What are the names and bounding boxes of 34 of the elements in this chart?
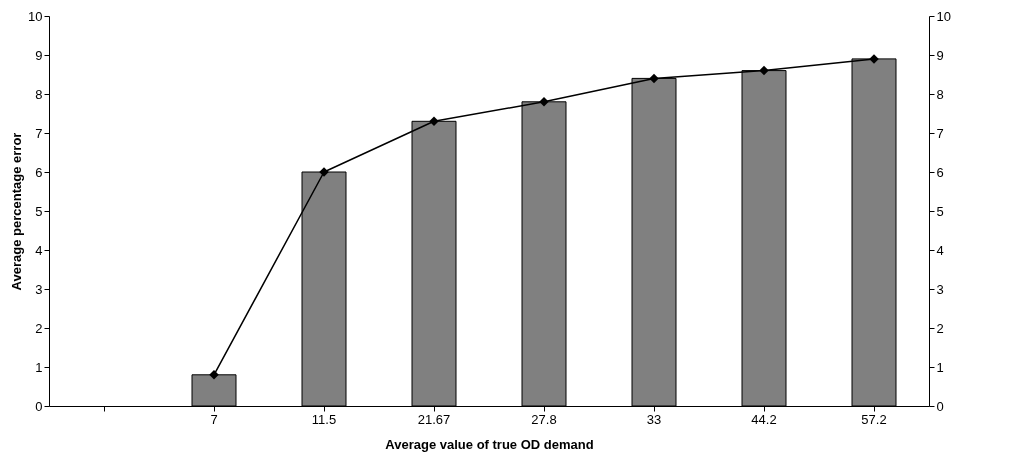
y-tick-label: 0	[35, 398, 43, 414]
y2-tick-label: 2	[936, 320, 944, 336]
y2-tick-label: 9	[936, 47, 944, 63]
y2-tick-label: 8	[936, 86, 944, 102]
x-tick-label: 44.2	[751, 411, 777, 427]
x-axis-title: Average value of true OD demand	[385, 436, 594, 452]
y2-tick-label: 0	[936, 398, 944, 414]
y-tick-label: 5	[35, 203, 43, 219]
y-tick-label: 6	[35, 164, 43, 180]
x-tick-label: 11.5	[311, 411, 337, 427]
y-tick-label: 10	[28, 8, 43, 24]
y2-tick-label: 10	[936, 8, 951, 24]
x-tick-label: 57.2	[861, 411, 887, 427]
y-tick-label: 1	[35, 359, 43, 375]
y2-tick-label: 7	[936, 125, 944, 141]
y2-tick-label: 3	[936, 281, 944, 297]
y-tick-label: 8	[35, 86, 43, 102]
y-tick-label: 7	[35, 125, 43, 141]
x-tick-label: 33	[646, 411, 662, 427]
x-tick-label: 21.67	[417, 411, 451, 427]
y-tick-label: 9	[35, 47, 43, 63]
y2-tick-label: 1	[936, 359, 944, 375]
y-tick-label: 2	[35, 320, 43, 336]
y2-tick-label: 5	[936, 203, 944, 219]
y-axis-title: Average percentage error	[9, 132, 25, 291]
x-tick-label: 7	[210, 411, 218, 427]
y2-tick-label: 6	[936, 164, 944, 180]
y-tick-label: 3	[35, 281, 43, 297]
y2-tick-label: 4	[936, 242, 944, 258]
point	[429, 116, 439, 127]
point	[649, 73, 659, 84]
y-tick-label: 4	[35, 242, 43, 258]
point	[759, 65, 769, 76]
x-tick-label: 27.8	[531, 411, 557, 427]
